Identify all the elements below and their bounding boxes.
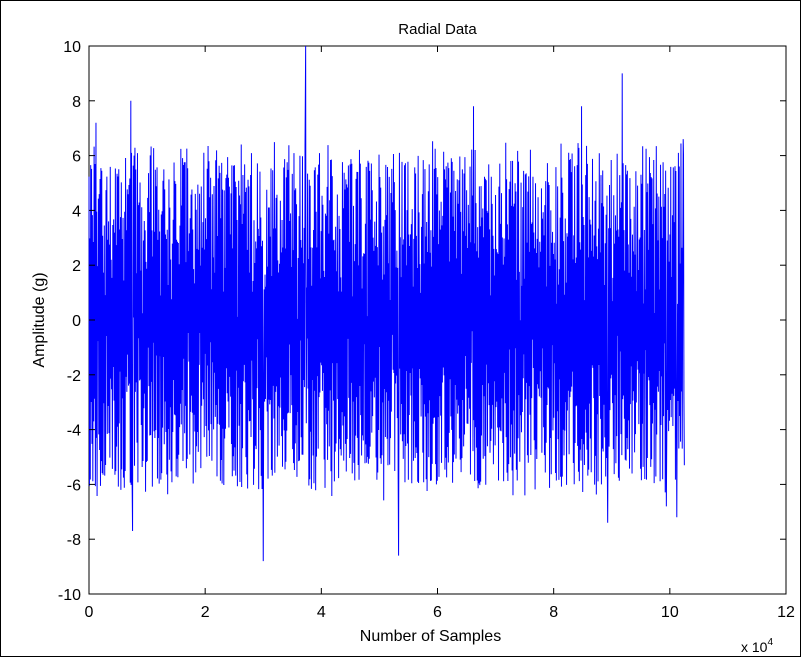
y-tick-label: -4 [67, 423, 81, 440]
y-tick-label: 4 [72, 203, 81, 220]
x-tick-label: 0 [85, 604, 94, 621]
series-line-radial-data [88, 45, 685, 562]
signal-layer [88, 45, 685, 562]
x-tick-label: 8 [549, 604, 558, 621]
tick-layer: 0 2 4 6 8 10 12 -10 -8 -6 -4 -2 0 2 4 6 8 10 [58, 39, 795, 621]
y-tick-label: 2 [72, 258, 81, 275]
x-multiplier-base: x 10 [741, 639, 768, 655]
y-tick-label: 10 [63, 39, 81, 56]
y-tick-label: -6 [67, 477, 81, 494]
y-axis-label: Amplitude (g) [31, 272, 48, 367]
x-multiplier-exponent: 4 [767, 637, 773, 648]
x-axis-multiplier: x 104 [741, 637, 773, 655]
y-tick-label: -2 [67, 368, 81, 385]
y-tick-label: 8 [72, 94, 81, 111]
y-tick-label: -8 [67, 532, 81, 549]
y-tick-label: 6 [72, 149, 81, 166]
y-tick-label: -10 [58, 587, 81, 604]
chart-title: Radial Data [398, 21, 477, 38]
x-tick-label: 12 [777, 604, 795, 621]
x-tick-label: 2 [201, 604, 210, 621]
y-tick-label: 0 [72, 313, 81, 330]
x-axis-label: Number of Samples [360, 628, 501, 645]
x-tick-label: 10 [661, 604, 679, 621]
x-tick-label: 6 [433, 604, 442, 621]
x-tick-label: 4 [317, 604, 326, 621]
